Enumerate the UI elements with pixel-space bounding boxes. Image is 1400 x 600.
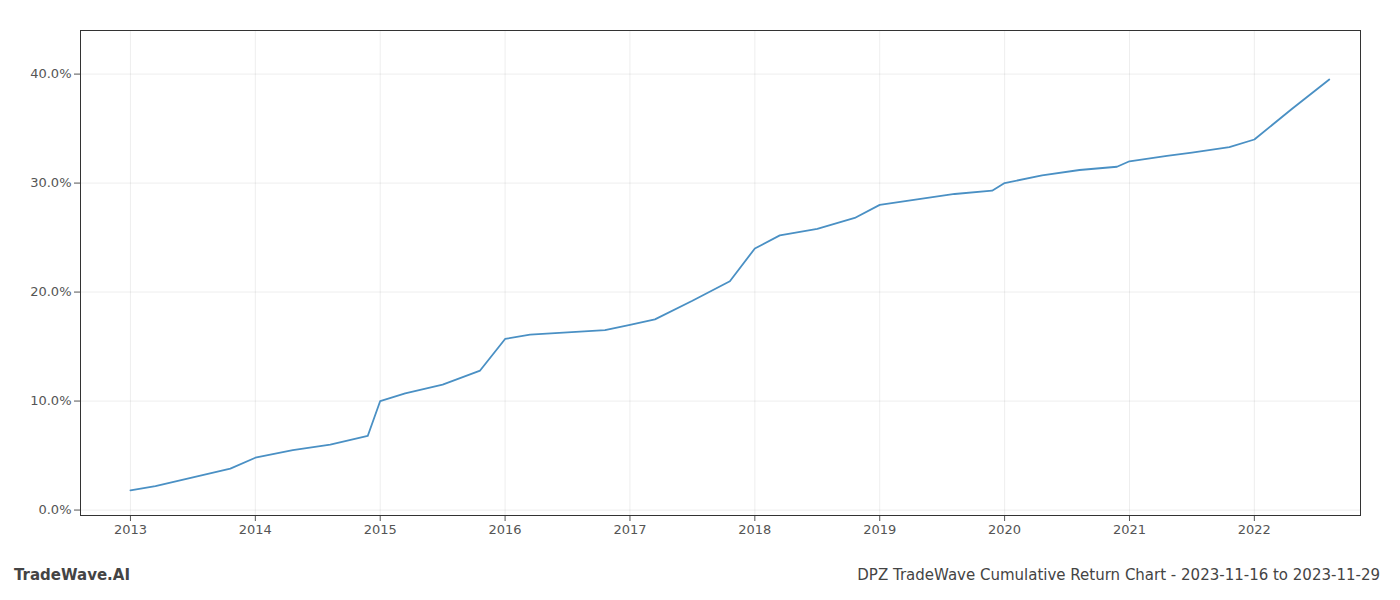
svg-text:2020: 2020 [988,522,1021,537]
svg-text:40.0%: 40.0% [30,66,71,81]
svg-text:2016: 2016 [489,522,522,537]
svg-text:10.0%: 10.0% [30,393,71,408]
html-text:DPZ TradeWave Cumulative Retur: DPZ TradeWave Cumulative Return Chart - … [857,566,1380,584]
html-text:TradeWave.AI: TradeWave.AI [14,566,130,584]
svg-text:2022: 2022 [1238,522,1271,537]
svg-text:20.0%: 20.0% [30,284,71,299]
svg-text:2013: 2013 [114,522,147,537]
svg-text:2017: 2017 [613,522,646,537]
svg-text:2018: 2018 [738,522,771,537]
svg-text:2015: 2015 [364,522,397,537]
svg-text:30.0%: 30.0% [30,175,71,190]
svg-text:2021: 2021 [1113,522,1146,537]
svg-text:0.0%: 0.0% [38,502,71,517]
svg-text:2019: 2019 [863,522,896,537]
svg-text:2014: 2014 [239,522,272,537]
